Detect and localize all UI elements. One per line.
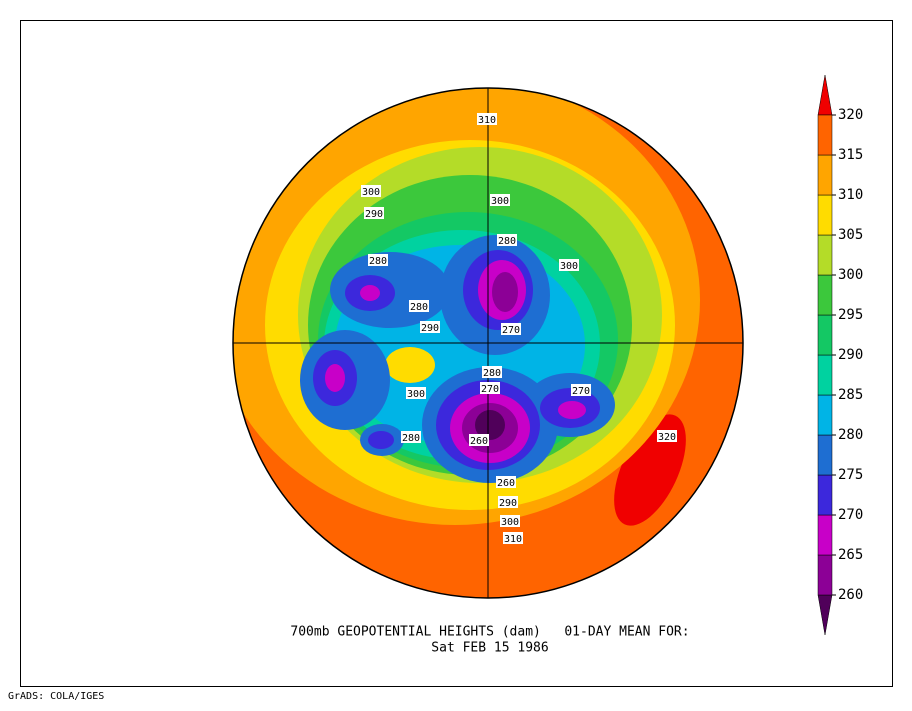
colorbar-box [817, 234, 833, 276]
contour-label: 280 [498, 236, 516, 247]
contour-label: 290 [365, 209, 383, 220]
colorbar-label: 260 [838, 587, 863, 603]
contour-label-box [571, 384, 591, 396]
contour-label: 280 [369, 256, 387, 267]
colorbar-box [817, 474, 833, 516]
colorbar-box [817, 394, 833, 436]
colorbar-cap [817, 594, 833, 636]
contour-label: 260 [497, 478, 515, 489]
contour-label-box [364, 207, 384, 219]
polar-map [233, 88, 743, 598]
contour-label: 260 [470, 436, 488, 447]
map-border [232, 87, 744, 599]
contour-label: 300 [491, 196, 509, 207]
contour-label-box [500, 515, 520, 527]
colorbar-box [817, 154, 833, 196]
colorbar-label: 310 [838, 187, 863, 203]
contour-label-box [498, 496, 518, 508]
contour-label-box [420, 321, 440, 333]
contour-label-box [409, 300, 429, 312]
colorbar-label: 320 [838, 107, 863, 123]
contour-label-box [497, 234, 517, 246]
footer: GrADS: COLA/IGES [8, 691, 104, 702]
contour-label: 300 [560, 261, 578, 272]
contour-label-box [480, 382, 500, 394]
contour-label-box [406, 387, 426, 399]
contour-label: 310 [504, 534, 522, 545]
colorbar-label: 290 [838, 347, 863, 363]
colorbar-label: 300 [838, 267, 863, 283]
contour-label: 300 [362, 187, 380, 198]
contour-label-box [559, 259, 579, 271]
colorbar-box [817, 314, 833, 356]
contour-label-box [477, 113, 497, 125]
colorbar-box [817, 274, 833, 316]
contour-label: 310 [478, 115, 496, 126]
colorbar-label: 275 [838, 467, 863, 483]
contour-label: 290 [499, 498, 517, 509]
colorbar-label: 295 [838, 307, 863, 323]
map-title: 700mb GEOPOTENTIAL HEIGHTS (dam) 01-DAY … [290, 625, 689, 640]
colorbar-box [817, 554, 833, 596]
colorbar-box [817, 354, 833, 396]
colorbar-label: 270 [838, 507, 863, 523]
contour-label-box [657, 430, 677, 442]
contour-label-box [490, 194, 510, 206]
contour-label-box [496, 476, 516, 488]
contour-label-box [361, 185, 381, 197]
colorbar-cap [817, 74, 833, 116]
contour-label: 280 [483, 368, 501, 379]
colorbar-label: 265 [838, 547, 863, 563]
contour-label: 300 [501, 517, 519, 528]
contour-label-box [469, 434, 489, 446]
contour-label-box [368, 254, 388, 266]
contour-label: 270 [481, 384, 499, 395]
colorbar-box [817, 114, 833, 156]
contour-label: 290 [421, 323, 439, 334]
frame [20, 20, 893, 687]
contour-label: 300 [407, 389, 425, 400]
colorbar-box [817, 434, 833, 476]
contour-label-box [503, 532, 523, 544]
colorbar-label: 285 [838, 387, 863, 403]
contour-label: 270 [572, 386, 590, 397]
contour-label: 280 [410, 302, 428, 313]
map-subtitle: Sat FEB 15 1986 [431, 641, 548, 656]
colorbar-label: 315 [838, 147, 863, 163]
contour-label: 280 [402, 433, 420, 444]
contour-label-box [482, 366, 502, 378]
contour-label-box [501, 323, 521, 335]
colorbar-label: 280 [838, 427, 863, 443]
colorbar-label: 305 [838, 227, 863, 243]
contour-label-box [401, 431, 421, 443]
contour-label: 320 [658, 432, 676, 443]
colorbar-box [817, 194, 833, 236]
colorbar-box [817, 514, 833, 556]
contour-label: 270 [502, 325, 520, 336]
